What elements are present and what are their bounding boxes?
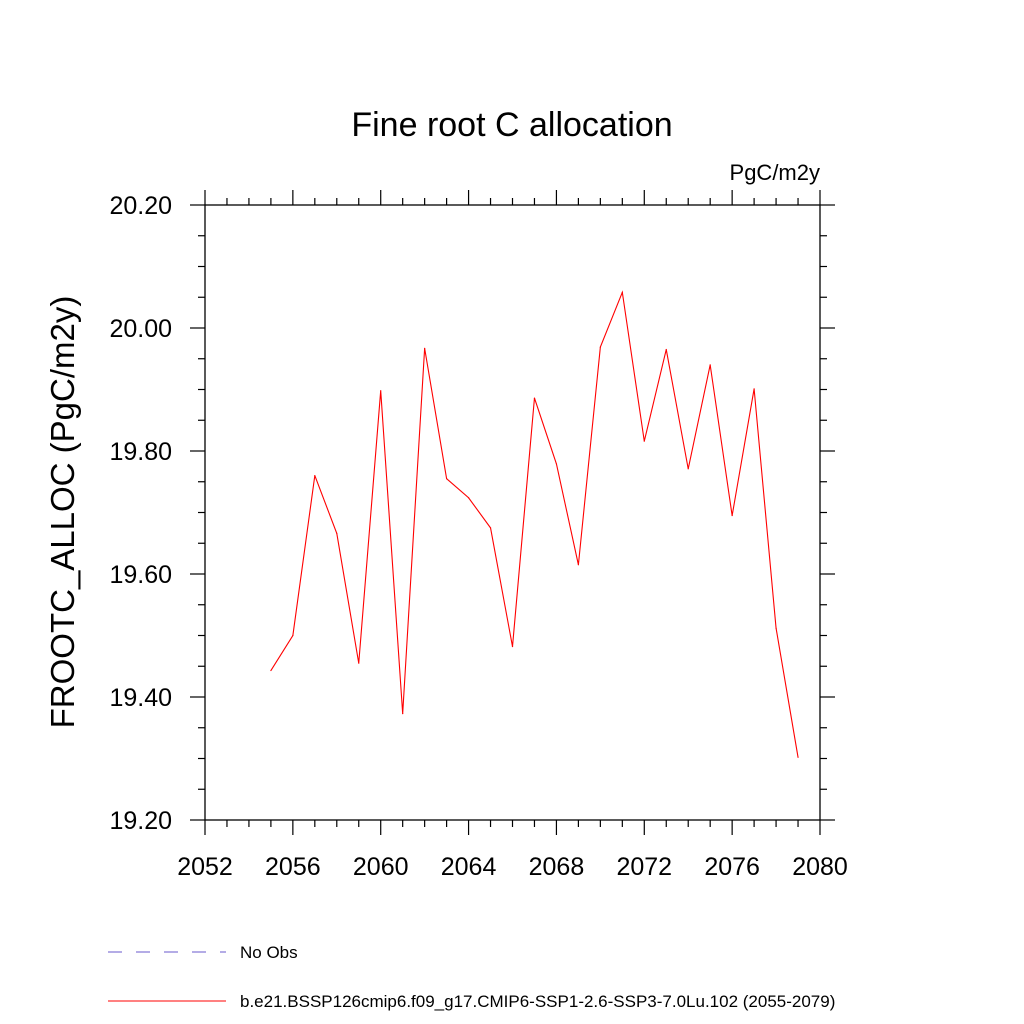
data-point bbox=[621, 291, 623, 293]
data-point bbox=[336, 532, 338, 535]
legend-label-model-run: b.e21.BSSP126cmip6.f09_g17.CMIP6-SSP1-2.… bbox=[240, 992, 835, 1011]
y-axis-label: FROOTC_ALLOC (PgC/m2y) bbox=[44, 296, 81, 729]
x-tick-label: 2060 bbox=[353, 853, 409, 881]
data-point bbox=[555, 463, 558, 465]
data-point bbox=[446, 478, 448, 480]
x-tick-label: 2064 bbox=[441, 853, 497, 881]
x-tick-label: 2068 bbox=[529, 853, 585, 881]
y-tick-label: 19.80 bbox=[109, 438, 172, 466]
data-point bbox=[753, 388, 755, 390]
plot-frame bbox=[204, 204, 821, 821]
data-point bbox=[402, 713, 404, 715]
data-point bbox=[709, 364, 711, 366]
data-point bbox=[424, 347, 426, 349]
data-point bbox=[665, 348, 667, 351]
data-point bbox=[270, 669, 272, 672]
y-tick-label: 19.60 bbox=[109, 561, 172, 589]
data-point bbox=[489, 527, 492, 529]
data-point bbox=[577, 564, 579, 566]
data-point bbox=[467, 497, 470, 499]
data-point bbox=[643, 440, 645, 442]
data-point bbox=[687, 468, 689, 470]
legend: No Obs b.e21.BSSP126cmip6.f09_g17.CMIP6-… bbox=[108, 943, 835, 1011]
data-point bbox=[511, 645, 514, 648]
x-tick-label: 2052 bbox=[177, 853, 233, 881]
data-point bbox=[797, 756, 799, 758]
chart-title: Fine root C allocation bbox=[351, 106, 672, 144]
data-point bbox=[314, 475, 316, 477]
units-label: PgC/m2y bbox=[730, 160, 820, 185]
data-point bbox=[599, 346, 601, 348]
data-point bbox=[533, 397, 536, 399]
x-tick-label: 2072 bbox=[616, 853, 672, 881]
data-point bbox=[358, 662, 360, 664]
data-point bbox=[775, 627, 777, 629]
data-point bbox=[380, 390, 382, 392]
x-tick-label: 2080 bbox=[792, 853, 848, 881]
series-layer bbox=[270, 290, 799, 758]
x-axis-ticks: 2052 2056 2060 2064 2068 2072 2076 2080 bbox=[177, 190, 848, 881]
x-tick-label: 2076 bbox=[704, 853, 760, 881]
series-line-0 bbox=[270, 290, 799, 758]
y-tick-label: 19.40 bbox=[109, 684, 172, 712]
y-axis-ticks: 19.20 19.40 19.60 19.80 20.00 20.20 bbox=[109, 192, 835, 835]
data-point bbox=[731, 514, 733, 517]
legend-label-no-obs: No Obs bbox=[240, 943, 298, 962]
data-point bbox=[292, 634, 294, 637]
y-tick-label: 20.00 bbox=[109, 315, 172, 343]
y-tick-label: 19.20 bbox=[109, 807, 172, 835]
x-tick-label: 2056 bbox=[265, 853, 321, 881]
y-tick-label: 20.20 bbox=[109, 192, 172, 220]
